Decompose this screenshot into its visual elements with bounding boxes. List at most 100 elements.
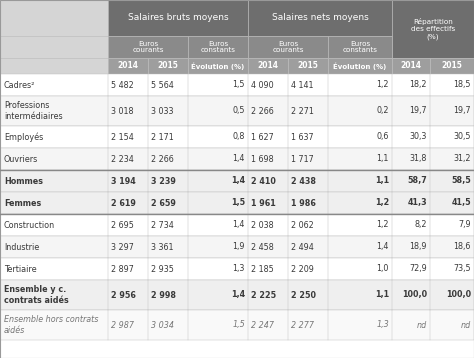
Text: 2 277: 2 277 — [291, 320, 314, 329]
Text: 4 141: 4 141 — [291, 81, 313, 90]
Text: 1,5: 1,5 — [232, 320, 245, 329]
Text: 1,2: 1,2 — [376, 221, 389, 229]
Text: 2015: 2015 — [442, 62, 463, 71]
Text: 58,7: 58,7 — [407, 176, 427, 185]
Text: 1,3: 1,3 — [376, 320, 389, 329]
Bar — [0, 36, 108, 58]
Text: 2 062: 2 062 — [291, 221, 314, 229]
Text: 100,0: 100,0 — [446, 290, 471, 300]
Text: 0,8: 0,8 — [233, 132, 245, 141]
Text: 3 018: 3 018 — [111, 106, 134, 116]
Text: Évolution (%): Évolution (%) — [191, 62, 245, 70]
Text: 2 659: 2 659 — [151, 198, 176, 208]
Text: 2 171: 2 171 — [151, 132, 174, 141]
Text: Euros
courants: Euros courants — [272, 40, 304, 53]
Text: Ensemble y c.
contrats aidés: Ensemble y c. contrats aidés — [4, 285, 69, 305]
Text: 19,7: 19,7 — [410, 106, 427, 116]
Text: Cadres²: Cadres² — [4, 81, 36, 90]
Bar — [328, 36, 392, 58]
Text: 1 986: 1 986 — [291, 198, 316, 208]
Text: Évolution (%): Évolution (%) — [333, 62, 387, 70]
Text: Femmes: Femmes — [4, 198, 41, 208]
Text: 1 717: 1 717 — [291, 155, 314, 164]
Text: Répartition
des effectifs
(%): Répartition des effectifs (%) — [411, 18, 455, 40]
Text: Industrie: Industrie — [4, 242, 39, 252]
Text: 1 627: 1 627 — [251, 132, 274, 141]
Text: 1,1: 1,1 — [377, 155, 389, 164]
Bar — [0, 236, 474, 258]
Text: 18,6: 18,6 — [454, 242, 471, 252]
Bar — [328, 58, 392, 74]
Text: Ensemble hors contrats
aidés: Ensemble hors contrats aidés — [4, 315, 99, 335]
Text: 73,5: 73,5 — [453, 265, 471, 274]
Text: 2 266: 2 266 — [251, 106, 274, 116]
Text: 31,8: 31,8 — [410, 155, 427, 164]
Text: 2 734: 2 734 — [151, 221, 174, 229]
Bar — [430, 58, 474, 74]
Text: 3 239: 3 239 — [151, 176, 176, 185]
Text: 2 987: 2 987 — [111, 320, 134, 329]
Text: 41,5: 41,5 — [451, 198, 471, 208]
Bar — [0, 170, 474, 192]
Bar — [108, 0, 248, 36]
Bar — [0, 58, 108, 74]
Text: 2 266: 2 266 — [151, 155, 174, 164]
Bar — [0, 126, 474, 148]
Text: 2 998: 2 998 — [151, 290, 176, 300]
Bar — [108, 58, 148, 74]
Text: 72,9: 72,9 — [409, 265, 427, 274]
Text: 0,5: 0,5 — [233, 106, 245, 116]
Text: 30,3: 30,3 — [410, 132, 427, 141]
Bar — [0, 280, 474, 310]
Text: 1,2: 1,2 — [376, 81, 389, 90]
Text: 2 209: 2 209 — [291, 265, 314, 274]
Text: Euros
constants: Euros constants — [201, 40, 236, 53]
Text: 1,2: 1,2 — [375, 198, 389, 208]
Text: 2014: 2014 — [257, 62, 279, 71]
Text: Ouvriers: Ouvriers — [4, 155, 38, 164]
Bar — [288, 58, 328, 74]
Bar — [248, 58, 288, 74]
Text: 1,4: 1,4 — [377, 242, 389, 252]
Text: 1 698: 1 698 — [251, 155, 273, 164]
Bar — [188, 36, 248, 58]
Text: 0,6: 0,6 — [377, 132, 389, 141]
Text: 2 247: 2 247 — [251, 320, 274, 329]
Text: 5 482: 5 482 — [111, 81, 134, 90]
Text: 2 225: 2 225 — [251, 290, 276, 300]
Text: 1 637: 1 637 — [291, 132, 314, 141]
Text: 2 935: 2 935 — [151, 265, 174, 274]
Text: 1,4: 1,4 — [231, 290, 245, 300]
Text: 1,5: 1,5 — [233, 81, 245, 90]
Text: 1,5: 1,5 — [231, 198, 245, 208]
Text: 0,2: 0,2 — [376, 106, 389, 116]
Text: 41,3: 41,3 — [407, 198, 427, 208]
Text: 18,2: 18,2 — [410, 81, 427, 90]
Bar — [0, 192, 474, 214]
Bar — [0, 148, 474, 170]
Text: 2 438: 2 438 — [291, 176, 316, 185]
Text: 3 034: 3 034 — [151, 320, 174, 329]
Text: 19,7: 19,7 — [453, 106, 471, 116]
Bar — [248, 36, 328, 58]
Text: 1,1: 1,1 — [375, 290, 389, 300]
Text: Euros
courants: Euros courants — [132, 40, 164, 53]
Bar — [0, 74, 474, 96]
Text: 3 361: 3 361 — [151, 242, 173, 252]
Text: 3 194: 3 194 — [111, 176, 136, 185]
Text: 1,1: 1,1 — [375, 176, 389, 185]
Text: Hommes: Hommes — [4, 176, 43, 185]
Text: Tertiaire: Tertiaire — [4, 265, 36, 274]
Bar — [188, 58, 248, 74]
Text: Employés: Employés — [4, 132, 43, 142]
Text: 2 271: 2 271 — [291, 106, 314, 116]
Text: 1,3: 1,3 — [233, 265, 245, 274]
Text: 58,5: 58,5 — [451, 176, 471, 185]
Text: 2014: 2014 — [118, 62, 138, 71]
Text: 2 410: 2 410 — [251, 176, 276, 185]
Text: 3 033: 3 033 — [151, 106, 173, 116]
Text: Professions
intermédiaires: Professions intermédiaires — [4, 101, 63, 121]
Text: 2014: 2014 — [401, 62, 421, 71]
Text: 30,5: 30,5 — [454, 132, 471, 141]
Text: 2 154: 2 154 — [111, 132, 134, 141]
